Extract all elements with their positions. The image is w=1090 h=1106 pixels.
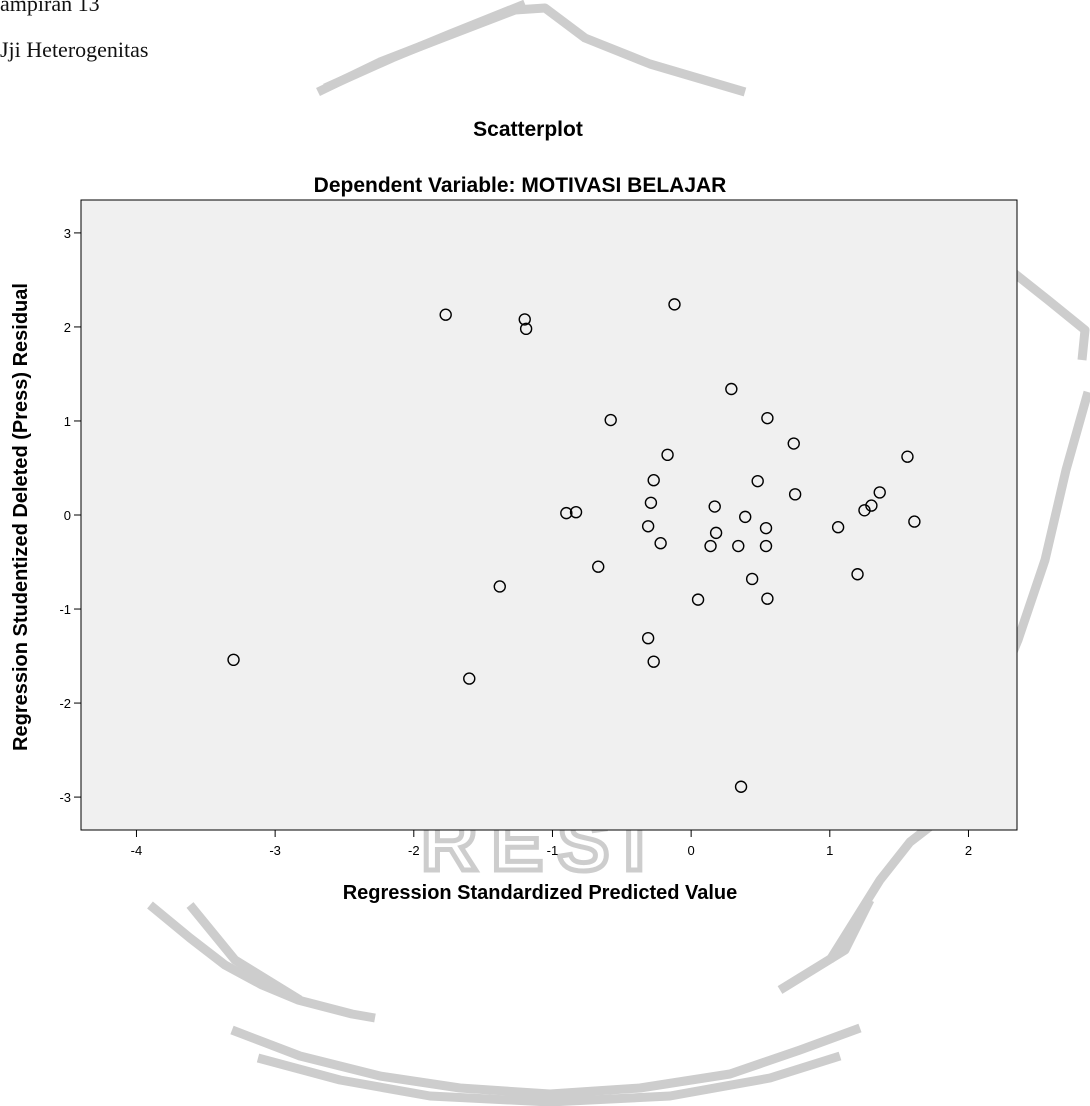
data-point: [873, 486, 886, 499]
data-point: [831, 521, 845, 534]
data-point: [519, 322, 533, 336]
x-axis: -4 -3 -2 -1 0 1 2: [131, 830, 972, 858]
data-point: [759, 521, 773, 535]
data-point: [661, 448, 674, 462]
data-point: [761, 592, 774, 605]
data-point: [708, 500, 721, 513]
x-tick-label: 0: [688, 843, 695, 858]
document-caption: ampiran 13: [0, 0, 100, 16]
data-point: [691, 593, 705, 606]
data-point: [739, 510, 752, 524]
y-tick-label: 1: [64, 414, 71, 429]
y-tick-label: 2: [64, 320, 71, 335]
data-point: [641, 520, 655, 533]
document-heading: Jji Heterogenitas: [0, 37, 149, 62]
data-point: [518, 313, 531, 326]
x-tick-label: -3: [269, 843, 281, 858]
chart-subtitle: Dependent Variable: MOTIVASI BELAJAR: [314, 174, 727, 197]
y-axis: -3 -2 -1 0 1 2 3: [59, 226, 81, 805]
watermark-left-curl-inner: [186, 902, 303, 1004]
y-tick-label: 3: [64, 226, 71, 241]
data-point: [647, 474, 660, 487]
data-point: [668, 298, 681, 311]
data-point: [734, 780, 748, 793]
plot-area: [80, 199, 1018, 831]
data-point: [644, 496, 658, 509]
data-point: [439, 308, 452, 321]
data-point: [647, 655, 660, 668]
data-point: [787, 437, 800, 450]
data-point: [569, 505, 583, 519]
y-tick-label: -1: [59, 602, 71, 617]
y-axis-title: Regression Studentized Deleted (Press) R…: [10, 283, 32, 751]
data-point: [654, 537, 667, 550]
data-point: [908, 515, 921, 528]
data-point: [227, 653, 240, 667]
chart-title: Scatterplot: [473, 118, 583, 141]
y-tick-label: -3: [59, 790, 71, 805]
x-tick-label: 2: [965, 843, 972, 858]
watermark-bottom-band-inner: [256, 1051, 842, 1106]
data-point: [709, 526, 723, 540]
data-point: [604, 413, 617, 427]
data-point: [745, 572, 759, 586]
watermark-top-band-inner: [323, 0, 527, 93]
data-point: [725, 382, 738, 396]
data-point: [901, 450, 914, 463]
data-point: [560, 506, 573, 520]
data-point: [761, 411, 774, 425]
x-tick-label: -4: [131, 843, 143, 858]
data-point: [704, 539, 717, 553]
watermark-right-curl-inner: [777, 897, 875, 994]
data-point: [732, 539, 745, 553]
data-point: [463, 672, 476, 685]
y-tick-label: 0: [64, 508, 71, 523]
x-tick-label: -1: [547, 843, 559, 858]
data-point: [641, 631, 655, 645]
data-point: [759, 539, 773, 553]
x-tick-label: -2: [408, 843, 420, 858]
data-points: [227, 298, 921, 793]
x-axis-title: Regression Standardized Predicted Value: [343, 882, 738, 904]
data-point: [858, 504, 871, 517]
y-tick-label: -2: [59, 696, 71, 711]
watermark-left-curl: [147, 901, 376, 1023]
data-point: [493, 580, 506, 593]
data-point: [592, 560, 605, 573]
data-point: [751, 474, 764, 488]
x-tick-label: 1: [826, 843, 833, 858]
data-point: [851, 568, 864, 581]
watermark-bottom-band: [230, 1023, 862, 1099]
data-point: [788, 488, 802, 501]
